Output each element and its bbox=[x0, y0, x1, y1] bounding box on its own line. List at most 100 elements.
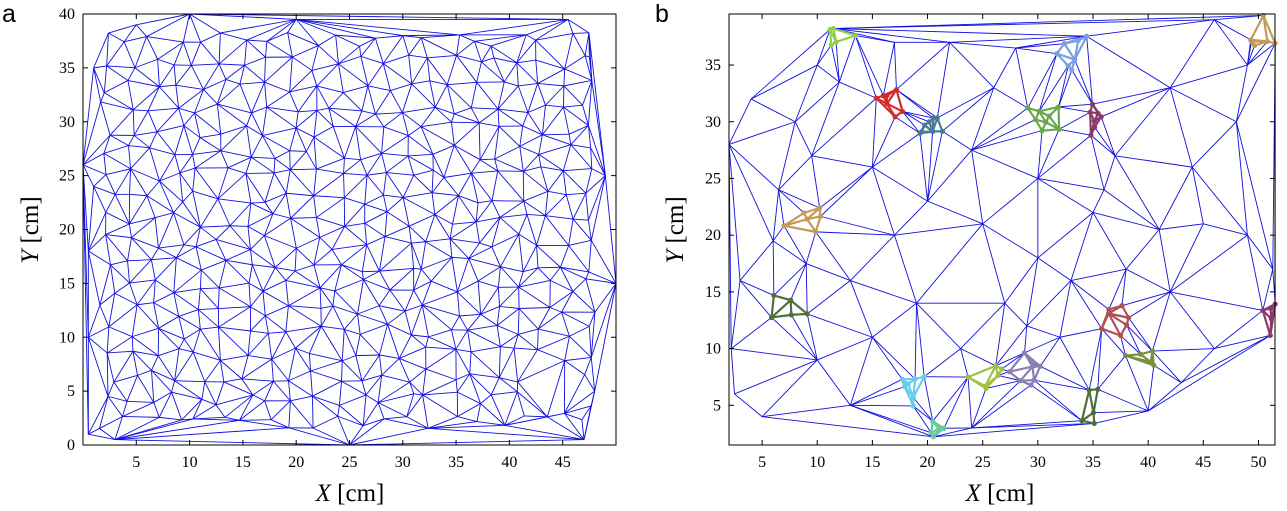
network-edge bbox=[447, 81, 477, 86]
network-edge bbox=[153, 302, 179, 317]
network-edge bbox=[967, 377, 973, 429]
network-edge bbox=[408, 225, 426, 243]
network-edge bbox=[215, 381, 225, 405]
network-edge bbox=[106, 336, 133, 354]
network-edge bbox=[265, 41, 268, 58]
cluster-node bbox=[817, 205, 823, 211]
network-edge bbox=[537, 328, 539, 350]
network-edge bbox=[319, 287, 322, 309]
cluster-edge bbox=[1249, 14, 1265, 41]
network-edge bbox=[455, 329, 468, 350]
network-edge bbox=[421, 256, 453, 270]
cluster-node bbox=[1099, 326, 1105, 332]
network-edge bbox=[132, 350, 152, 371]
network-edge bbox=[334, 279, 364, 292]
network-edge bbox=[195, 239, 217, 248]
network-edge bbox=[404, 304, 423, 312]
network-edge bbox=[132, 351, 139, 376]
network-edge bbox=[158, 244, 185, 249]
cluster-edge bbox=[1080, 389, 1091, 421]
cluster-node bbox=[899, 376, 905, 382]
network-edge bbox=[590, 175, 606, 241]
network-edge bbox=[872, 166, 928, 202]
network-edge bbox=[1093, 410, 1149, 414]
network-edge bbox=[517, 349, 538, 383]
network-edge bbox=[123, 24, 137, 43]
cluster-node bbox=[1148, 359, 1154, 365]
network-edge bbox=[481, 61, 505, 83]
network-edge bbox=[136, 304, 159, 329]
network-edge bbox=[250, 249, 276, 268]
network-edge bbox=[1125, 355, 1149, 412]
network-edge bbox=[363, 279, 391, 291]
cluster-node bbox=[1021, 350, 1028, 356]
network-edge bbox=[927, 131, 943, 202]
network-edge bbox=[817, 336, 873, 361]
network-edge bbox=[218, 326, 251, 332]
network-edge bbox=[563, 104, 583, 108]
cluster-node bbox=[1106, 306, 1112, 313]
network-edge bbox=[401, 83, 413, 113]
network-edge bbox=[585, 168, 593, 194]
network-edge bbox=[310, 360, 343, 372]
network-edge bbox=[1094, 410, 1149, 424]
network-edge bbox=[1128, 291, 1171, 319]
network-edge bbox=[194, 167, 219, 200]
network-edge bbox=[518, 214, 528, 235]
network-edge bbox=[431, 280, 458, 293]
cluster-edge bbox=[1125, 354, 1152, 364]
network-edge bbox=[523, 200, 528, 215]
network-edge bbox=[218, 287, 251, 308]
network-edge bbox=[1235, 64, 1248, 122]
network-edge bbox=[109, 109, 134, 136]
network-edge bbox=[728, 121, 796, 145]
network-edge bbox=[432, 169, 445, 178]
cluster-node bbox=[771, 292, 777, 299]
network-edge bbox=[902, 110, 934, 119]
network-edge bbox=[1247, 41, 1268, 66]
network-edge bbox=[411, 334, 429, 338]
network-edge bbox=[499, 213, 528, 218]
network-edge bbox=[411, 80, 430, 85]
network-edge bbox=[451, 329, 457, 350]
network-edge bbox=[251, 112, 263, 136]
network-edge bbox=[174, 380, 203, 400]
network-edge bbox=[192, 154, 196, 169]
network-edge bbox=[420, 126, 455, 146]
network-edge bbox=[338, 45, 360, 65]
network-edge bbox=[156, 125, 184, 133]
network-edge bbox=[183, 125, 194, 155]
network-edge bbox=[504, 391, 518, 426]
network-edge bbox=[382, 63, 412, 85]
network-edge bbox=[273, 169, 291, 174]
network-edge bbox=[316, 157, 345, 170]
network-edge bbox=[451, 113, 455, 123]
network-edge bbox=[339, 394, 367, 406]
network-edge bbox=[421, 37, 457, 56]
network-edge bbox=[421, 281, 432, 306]
network-edge bbox=[410, 304, 423, 336]
network-edge bbox=[103, 153, 107, 175]
network-edge bbox=[916, 303, 925, 377]
network-edge bbox=[225, 259, 253, 266]
network-edge bbox=[241, 378, 254, 396]
network-edge bbox=[927, 131, 934, 202]
network-edge bbox=[562, 144, 572, 171]
network-edge bbox=[490, 45, 518, 64]
network-edge bbox=[294, 270, 321, 289]
network-edge bbox=[331, 226, 345, 250]
network-edge bbox=[413, 174, 433, 194]
network-edge bbox=[363, 279, 380, 306]
network-edge bbox=[192, 190, 219, 200]
cluster-node bbox=[912, 376, 918, 382]
network-edge bbox=[1086, 36, 1093, 105]
network-edge bbox=[217, 173, 247, 200]
cluster-node bbox=[1065, 63, 1071, 69]
network-edge bbox=[386, 197, 404, 213]
network-edge bbox=[434, 195, 459, 215]
network-edge bbox=[105, 223, 130, 235]
network-edge bbox=[82, 164, 89, 435]
network-edge bbox=[470, 82, 478, 108]
cluster-edge bbox=[1063, 43, 1076, 61]
network-edge bbox=[344, 203, 366, 227]
